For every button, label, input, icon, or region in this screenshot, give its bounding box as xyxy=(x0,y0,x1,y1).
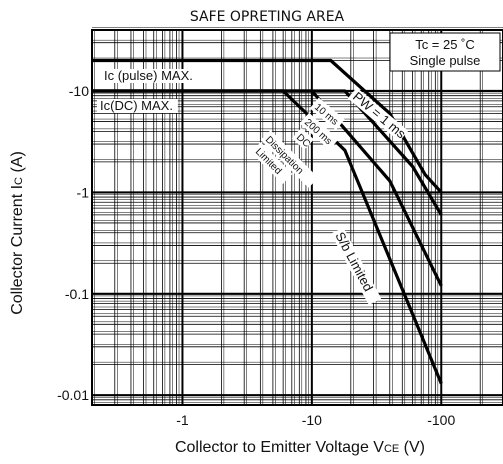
ic-dc-label-bg xyxy=(97,99,178,113)
tick-labels: -1 -10 -100 -10 -1 -0.1 -0.01 xyxy=(57,83,455,428)
y-tick-label: -0.1 xyxy=(65,286,89,302)
sb-limited-label-bg xyxy=(330,227,382,306)
x-tick-label: -100 xyxy=(427,412,455,428)
ms200-label-bg xyxy=(299,112,339,150)
ic-pulse-label: Ic (pulse) MAX. xyxy=(104,68,193,83)
pw-label-group: PW = 1 ms xyxy=(347,87,409,142)
ic-pulse-label-bg xyxy=(101,69,209,83)
grid xyxy=(91,27,503,406)
ic-dc-label: Ic(DC) MAX. xyxy=(100,98,173,113)
y-tick-label: -10 xyxy=(69,83,89,99)
limited-label-bg xyxy=(250,142,293,184)
soa-curve xyxy=(92,58,443,194)
y-tick-label: -0.01 xyxy=(57,387,89,403)
sb-limited-label: S/b Limited xyxy=(332,229,376,293)
y-tick-label: -1 xyxy=(77,184,90,200)
x-tick-label: -1 xyxy=(176,412,189,428)
dissipation-label-bg xyxy=(260,130,319,188)
dc-label-bg xyxy=(291,127,314,150)
condition-pulse: Single pulse xyxy=(410,53,481,68)
x-tick-label: -10 xyxy=(302,412,322,428)
plot-frame xyxy=(91,29,503,406)
chart-title: SAFE OPRETING AREA xyxy=(190,9,345,25)
condition-temperature: Tc = 25 ˚C xyxy=(415,37,475,52)
ic-pulse-label-group: Ic (pulse) MAX. xyxy=(101,68,209,83)
ic-dc-label-group: Ic(DC) MAX. xyxy=(97,98,178,113)
pw-label-bg xyxy=(347,87,409,142)
ms10-label-bg xyxy=(309,97,345,131)
y-axis-title: Collector Current IC (A) xyxy=(9,151,26,315)
pw-label: PW = 1 ms xyxy=(350,89,409,142)
conditions-frame xyxy=(389,32,501,72)
x-axis-title: Collector to Emitter Voltage VCE (V) xyxy=(175,439,425,456)
